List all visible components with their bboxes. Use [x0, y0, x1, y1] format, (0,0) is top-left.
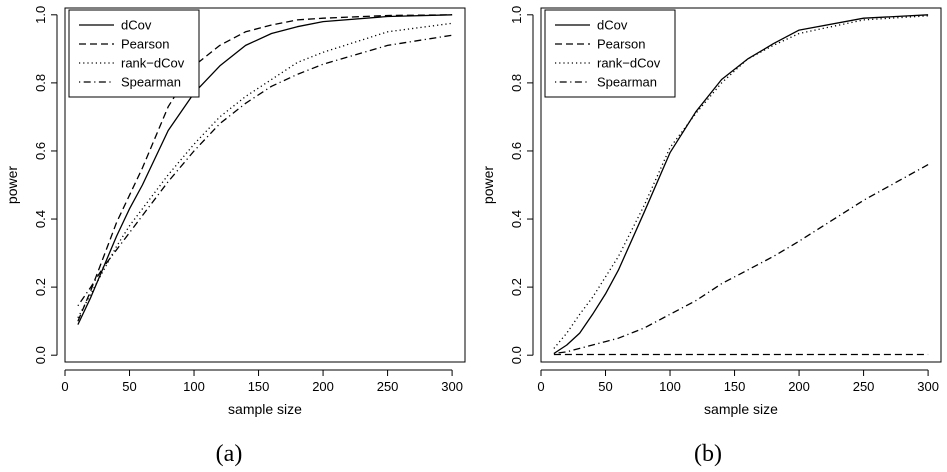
y-tick-label: 0.8 [509, 74, 524, 92]
y-tick-label: 0.6 [509, 142, 524, 160]
x-tick-label: 300 [441, 379, 463, 394]
y-tick-label: 1.0 [509, 6, 524, 24]
y-tick-label: 0.6 [33, 142, 48, 160]
x-tick-label: 0 [61, 379, 68, 394]
x-tick-label: 300 [917, 379, 939, 394]
y-tick-label: 0.0 [509, 346, 524, 364]
y-tick-label: 0.4 [509, 210, 524, 228]
legend-label-pearson: Pearson [121, 37, 169, 52]
legend-label-spearman: Spearman [597, 75, 657, 90]
plot-frame [540, 7, 942, 363]
x-tick-label: 100 [659, 379, 681, 394]
legend-label-dcov: dCov [597, 18, 628, 33]
series-line-spearman [77, 34, 453, 307]
panel-b: 0 50 100 150 200 250 300 0.0 0.2 0.4 0.6 0.8 1.0 samp… [480, 6, 942, 467]
plot-frame [64, 7, 466, 363]
x-tick-label: 200 [788, 379, 810, 394]
y-tick-label: 0.8 [33, 74, 48, 92]
x-tick-label: 150 [724, 379, 746, 394]
y-tick-label: 0.4 [33, 210, 48, 228]
legend-label-pearson: Pearson [597, 37, 645, 52]
series-line-dcov [553, 14, 929, 355]
legend-label-rank-dcov: rank−dCov [597, 56, 661, 71]
legend-label-spearman: Spearman [121, 75, 181, 90]
series-line-rank-dcov [553, 15, 929, 349]
series-line-rank-dcov [77, 22, 453, 319]
panel-caption: (a) [216, 441, 243, 467]
x-tick-label: 0 [537, 379, 544, 394]
y-tick-label: 0.0 [33, 346, 48, 364]
x-tick-label: 50 [598, 379, 612, 394]
legend-label-rank-dcov: rank−dCov [121, 56, 185, 71]
panel-caption: (b) [694, 441, 722, 467]
panel-a: 0 50 100 150 200 250 300 0.0 0.2 0.4 0.6 0.8 1.0 samp… [4, 6, 466, 467]
y-axis-label: power [4, 166, 20, 204]
legend-label-dcov: dCov [121, 18, 152, 33]
y-tick-label: 0.2 [33, 278, 48, 296]
x-tick-label: 150 [248, 379, 270, 394]
series-line-spearman [553, 164, 929, 355]
y-tick-label: 1.0 [33, 6, 48, 24]
x-tick-label: 50 [122, 379, 136, 394]
y-axis-label: power [480, 166, 496, 204]
x-tick-label: 200 [312, 379, 334, 394]
x-axis-label: sample size [228, 401, 302, 417]
y-tick-label: 0.2 [509, 278, 524, 296]
x-tick-label: 250 [377, 379, 399, 394]
x-tick-label: 250 [853, 379, 875, 394]
x-axis-label: sample size [704, 401, 778, 417]
x-tick-label: 100 [183, 379, 205, 394]
